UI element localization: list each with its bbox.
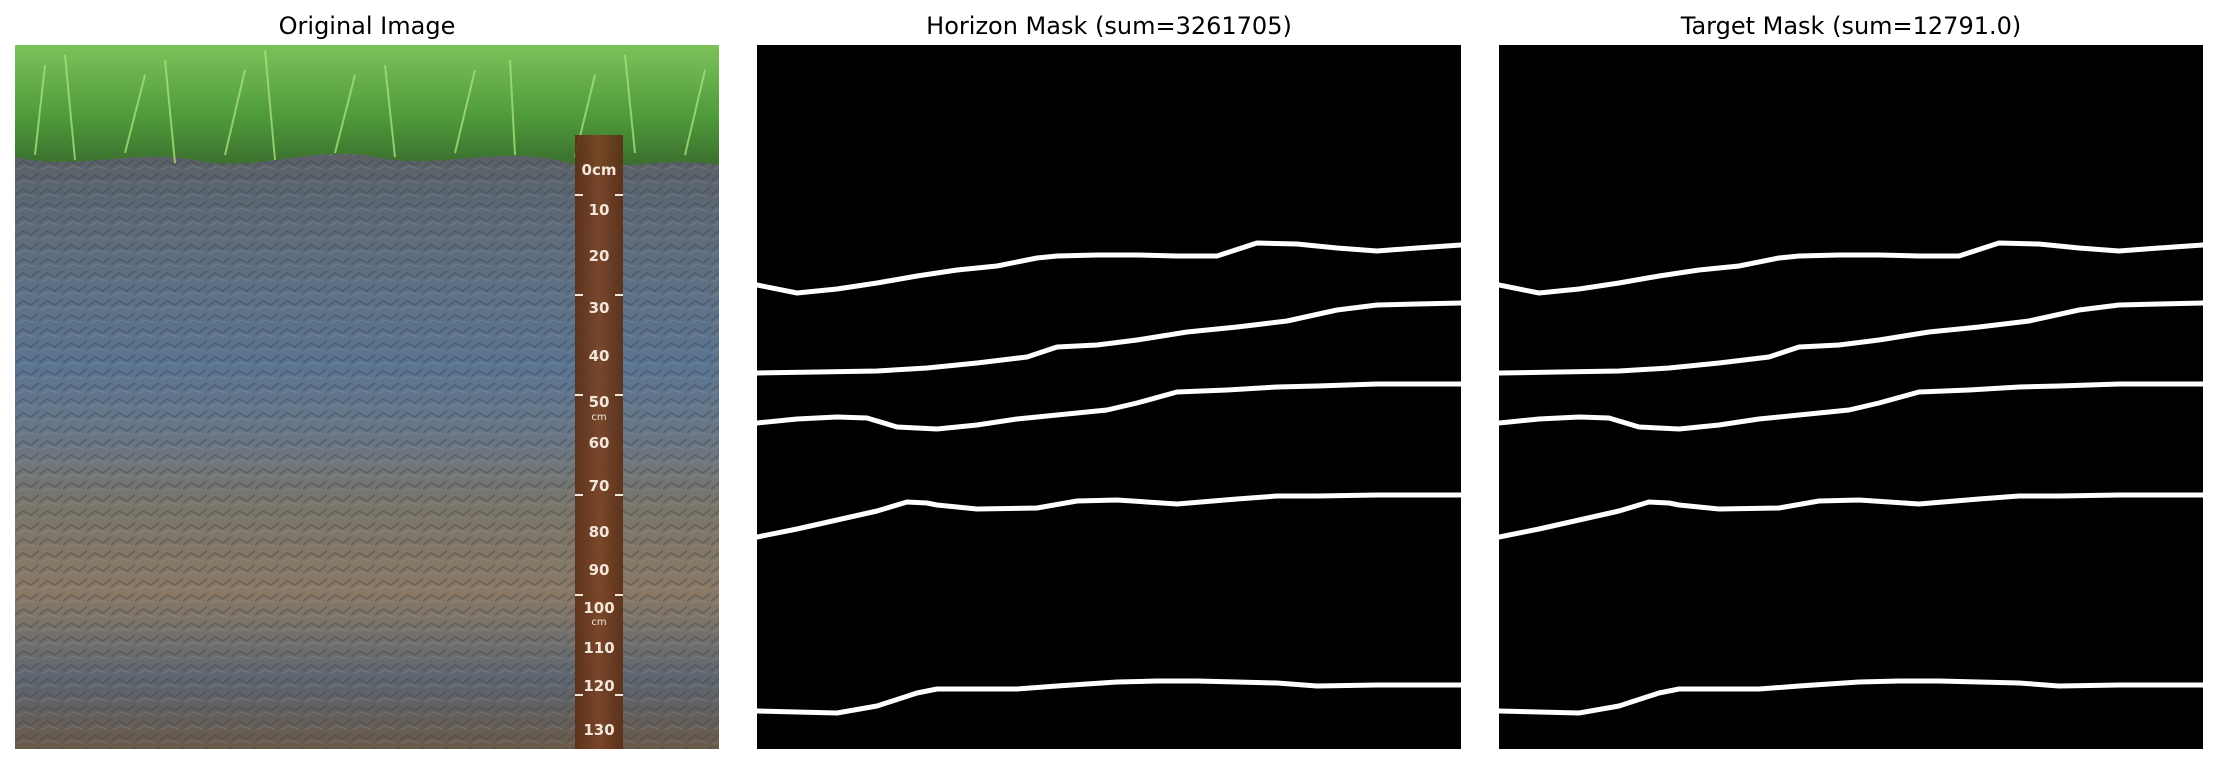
ruler-tick-label: 120 (583, 677, 614, 695)
target-mask-panel (1499, 45, 2203, 749)
horizon-line-2 (1499, 300, 2203, 376)
horizon-line-3 (1499, 381, 2203, 432)
horizon-line-2 (757, 300, 1461, 376)
ruler-tick-label: 90 (589, 561, 610, 579)
ruler-tick-label: 30 (589, 299, 610, 317)
horizon-line-5 (1499, 678, 2203, 716)
horizon-line-1 (1499, 240, 2203, 296)
horizon-line-5 (757, 678, 1461, 716)
ruler-cm-mark: cm (591, 617, 606, 628)
ruler-tick-label: 50 (589, 393, 610, 411)
ruler-tick-label: 20 (589, 247, 610, 265)
ruler-tick-label: 40 (589, 347, 610, 365)
horizon-line-4 (1499, 492, 2203, 540)
ruler-tick-label: 80 (589, 523, 610, 541)
soil-profile-photo: 0cm 10 20 30 40 50 60 70 80 90 100 110 1… (15, 45, 719, 749)
ruler-tick-label: 130 (583, 721, 614, 739)
ruler-tick-label: 110 (583, 639, 614, 657)
title-horizon-mask: Horizon Mask (sum=3261705) (926, 12, 1292, 40)
ruler-tick-label: 10 (589, 201, 610, 219)
ruler-tick-label: 100 (583, 599, 614, 617)
ruler-tick-label: 60 (589, 434, 610, 452)
horizon-line-3 (757, 381, 1461, 432)
title-target-mask: Target Mask (sum=12791.0) (1680, 12, 2022, 40)
ruler-zero-label: 0cm (582, 161, 617, 179)
horizon-mask-lines (757, 240, 1461, 716)
target-mask-lines (1499, 240, 2203, 716)
original-image-panel: 0cm 10 20 30 40 50 60 70 80 90 100 110 1… (15, 45, 719, 749)
horizon-line-4 (757, 492, 1461, 540)
ruler-cm-mark: cm (591, 412, 606, 423)
horizon-line-1 (757, 240, 1461, 296)
horizon-mask-panel (757, 45, 1461, 749)
ruler-tick-label: 70 (589, 477, 610, 495)
title-original-image: Original Image (278, 12, 456, 40)
